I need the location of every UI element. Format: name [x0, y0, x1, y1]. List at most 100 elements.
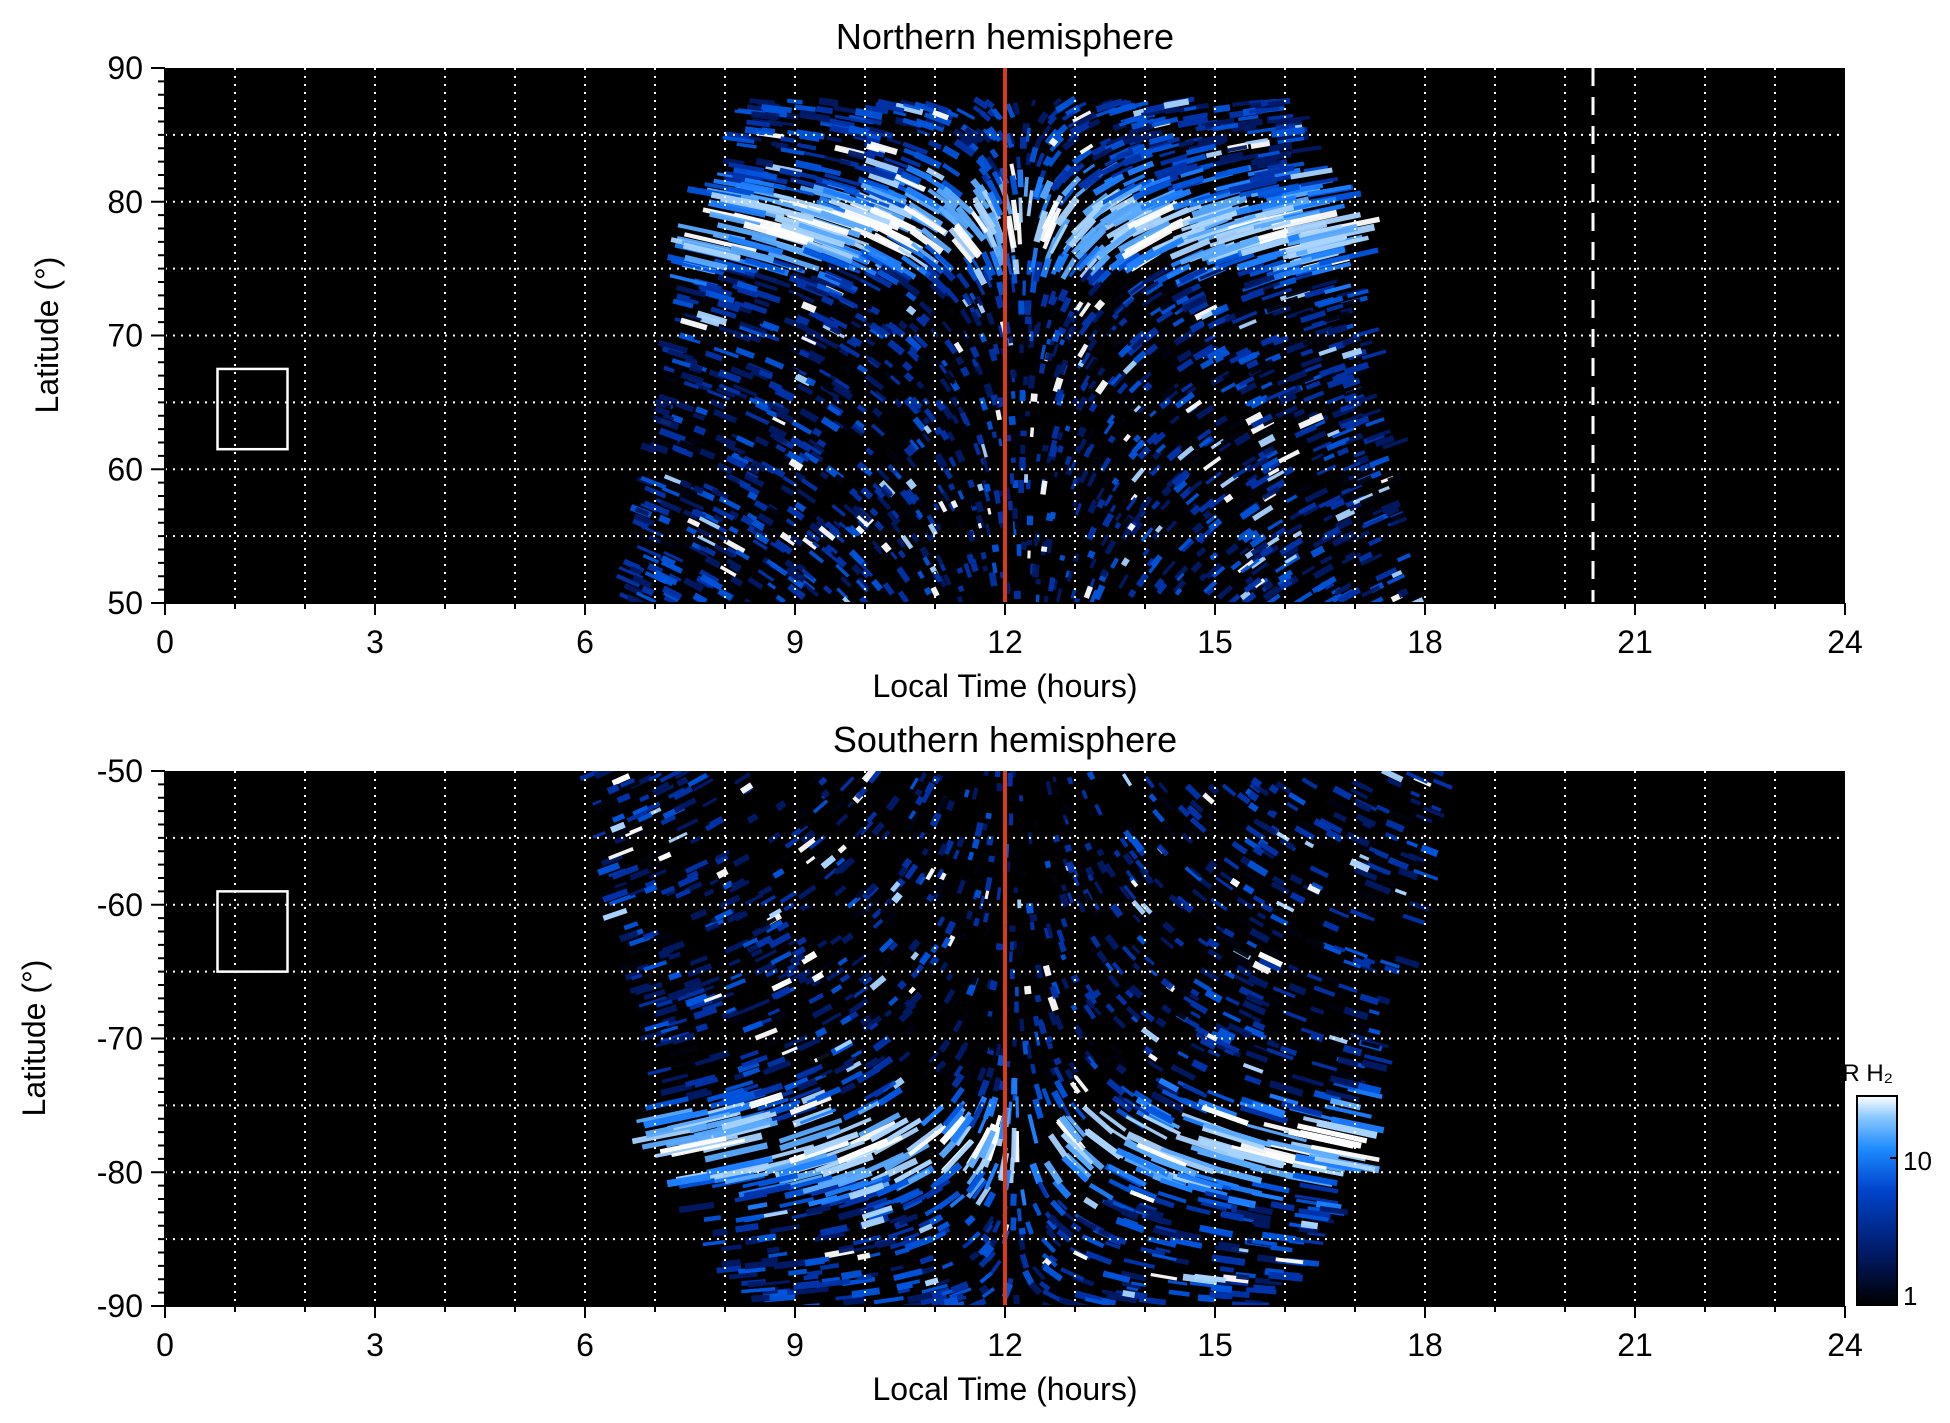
- emission-stroke: [812, 541, 820, 549]
- emission-stroke: [704, 1142, 769, 1163]
- emission-stroke: [706, 1155, 774, 1176]
- emission-stroke: [834, 378, 851, 390]
- emission-stroke: [1250, 541, 1269, 557]
- emission-stroke: [1197, 1147, 1266, 1173]
- emission-stroke: [1123, 1258, 1155, 1269]
- emission-stroke: [753, 298, 770, 308]
- emission-stroke: [1062, 858, 1069, 867]
- emission-stroke: [766, 559, 784, 573]
- emission-stroke: [1272, 256, 1313, 272]
- emission-stroke: [971, 1179, 988, 1200]
- emission-stroke: [987, 1251, 996, 1262]
- emission-stroke: [1394, 888, 1407, 896]
- emission-stroke: [899, 1190, 924, 1205]
- emission-stroke: [1266, 262, 1302, 277]
- emission-stroke: [781, 1046, 798, 1056]
- emission-stroke: [1133, 434, 1142, 443]
- emission-stroke: [1257, 951, 1283, 968]
- emission-stroke: [1093, 584, 1106, 601]
- emission-stroke: [1128, 123, 1153, 136]
- emission-stroke: [950, 1086, 965, 1104]
- emission-stroke: [855, 525, 865, 535]
- emission-stroke: [1083, 442, 1095, 458]
- emission-stroke: [1289, 891, 1306, 904]
- emission-stroke: [1184, 783, 1202, 800]
- emission-stroke: [1110, 102, 1134, 114]
- emission-stroke: [600, 853, 623, 867]
- emission-stroke: [1267, 1281, 1282, 1286]
- emission-stroke: [1066, 373, 1077, 387]
- emission-stroke: [1032, 1015, 1040, 1027]
- emission-stroke: [1084, 842, 1093, 852]
- emission-stroke: [751, 922, 772, 937]
- axes: 0 3 6 9 12 15 18 21 24-90-80-70-60-50: [97, 753, 1863, 1363]
- emission-stroke: [1286, 801, 1299, 812]
- emission-stroke: [922, 1065, 934, 1077]
- y-tick-label: 60: [107, 451, 143, 487]
- emission-stroke: [1029, 331, 1034, 342]
- emission-stroke: [1101, 162, 1120, 176]
- emission-stroke: [1385, 507, 1400, 517]
- emission-stroke: [790, 829, 800, 837]
- x-tick-label: 24: [1827, 624, 1863, 660]
- emission-stroke: [839, 776, 855, 792]
- emission-stroke: [1036, 408, 1041, 416]
- emission-stroke: [1251, 561, 1269, 576]
- emission-stroke: [944, 771, 953, 779]
- emission-stroke: [1258, 841, 1280, 857]
- emission-stroke: [875, 102, 905, 113]
- emission-stroke: [987, 507, 992, 515]
- emission-stroke: [1150, 464, 1162, 476]
- emission-stroke: [1173, 565, 1189, 581]
- emission-stroke: [865, 143, 881, 153]
- emission-stroke: [1034, 994, 1042, 1003]
- emission-stroke: [1360, 1040, 1380, 1050]
- emission-stroke: [866, 148, 885, 158]
- emission-stroke: [1161, 385, 1177, 399]
- emission-stroke: [717, 588, 734, 602]
- emission-stroke: [993, 343, 1000, 355]
- emission-stroke: [787, 583, 806, 600]
- emission-stroke: [1220, 1210, 1245, 1222]
- emission-stroke: [1008, 415, 1016, 426]
- emission-stroke: [1148, 793, 1158, 803]
- emission-stroke: [863, 354, 881, 368]
- emission-stroke: [991, 107, 1004, 121]
- emission-stroke: [943, 989, 956, 1004]
- emission-stroke: [1249, 927, 1271, 944]
- emission-stroke: [1170, 1064, 1196, 1081]
- emission-stroke: [1076, 898, 1086, 913]
- emission-stroke: [668, 1044, 699, 1059]
- emission-stroke: [1111, 477, 1120, 486]
- emission-stroke: [1166, 446, 1183, 462]
- emission-stroke: [953, 341, 964, 354]
- emission-stroke: [1224, 313, 1237, 323]
- emission-stroke: [1131, 944, 1141, 955]
- emission-stroke: [1174, 937, 1185, 947]
- emission-stroke: [957, 406, 964, 414]
- emission-stroke: [854, 107, 883, 120]
- emission-stroke: [862, 976, 873, 986]
- emission-stroke: [956, 879, 966, 895]
- emission-stroke: [968, 970, 980, 986]
- emission-stroke: [683, 577, 704, 593]
- emission-stroke: [1314, 1156, 1376, 1172]
- emission-stroke: [815, 1086, 842, 1102]
- emission-stroke: [676, 987, 705, 1002]
- emission-stroke: [1160, 977, 1174, 991]
- emission-stroke: [849, 525, 862, 537]
- emission-stroke: [934, 452, 948, 469]
- emission-stroke: [757, 885, 773, 897]
- emission-stroke: [1227, 417, 1246, 432]
- emission-stroke: [789, 1094, 832, 1116]
- emission-stroke: [654, 1037, 681, 1048]
- emission-stroke: [774, 389, 794, 403]
- emission-stroke: [974, 532, 981, 543]
- emission-stroke: [1054, 251, 1070, 273]
- emission-stroke: [1267, 518, 1284, 531]
- emission-stroke: [950, 499, 959, 509]
- emission-stroke: [957, 489, 965, 500]
- emission-stroke: [1260, 381, 1273, 390]
- emission-stroke: [961, 1240, 973, 1249]
- emission-stroke: [1188, 992, 1200, 1002]
